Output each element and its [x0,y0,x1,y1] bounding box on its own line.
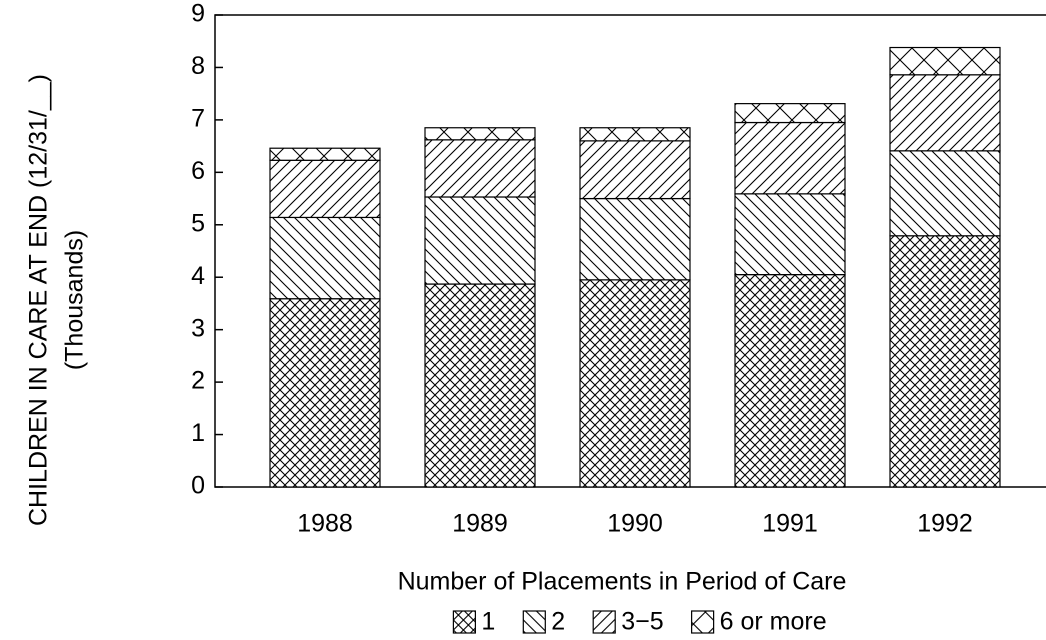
x-tick-label: 1992 [917,510,973,538]
y-tick-label: 3 [191,314,205,342]
x-tick-label: 1989 [452,510,508,538]
bar-segment [579,127,691,142]
bar-segment [889,46,1001,76]
y-tick-label: 4 [191,262,205,290]
bar-segment [269,159,381,219]
legend-label: 6 or more [720,608,827,636]
bar-segment [579,279,691,488]
y-tick-label: 1 [191,419,205,447]
legend-swatch [691,610,715,634]
bar-segment [579,140,691,200]
bar-segment [424,283,536,488]
x-tick-label: 1988 [297,510,353,538]
bar-segment [889,150,1001,237]
bar-segment [269,298,381,488]
y-axis-label-line: CHILDREN IN CARE AT END (12/31/__) [25,74,53,526]
bar-segment [889,235,1001,488]
bar-segment [269,216,381,300]
x-axis-label: Number of Placements in Period of Care [398,568,847,596]
y-tick-label: 0 [191,472,205,500]
x-tick-label: 1991 [762,510,818,538]
x-tick-label: 1990 [607,510,663,538]
legend-label: 2 [551,608,565,636]
y-tick-label: 5 [191,209,205,237]
y-axis-label: CHILDREN IN CARE AT END (12/31/__) (Thou… [25,74,89,526]
y-tick-label: 7 [191,104,205,132]
bar-segment [424,139,536,198]
bar-segment [424,127,536,141]
bar-segment [579,197,691,281]
bar-segment [269,147,381,161]
y-tick-label: 6 [191,157,205,185]
y-tick-label: 8 [191,52,205,80]
bar-segment [889,74,1001,152]
bar-segment [734,193,846,276]
bar-segment [424,196,536,285]
legend-swatch [452,610,476,634]
legend-label: 1 [481,608,495,636]
y-axis-label-line: (Thousands) [61,230,89,370]
legend-swatch [592,610,616,634]
bar-segment [734,103,846,124]
bar-segment [734,274,846,488]
legend-swatch [522,610,546,634]
legend: 1 2 3−5 6 or more [452,608,827,636]
legend-label: 3−5 [621,608,663,636]
bar-segment [734,121,846,195]
y-tick-label: 9 [191,0,205,28]
y-tick-label: 2 [191,367,205,395]
